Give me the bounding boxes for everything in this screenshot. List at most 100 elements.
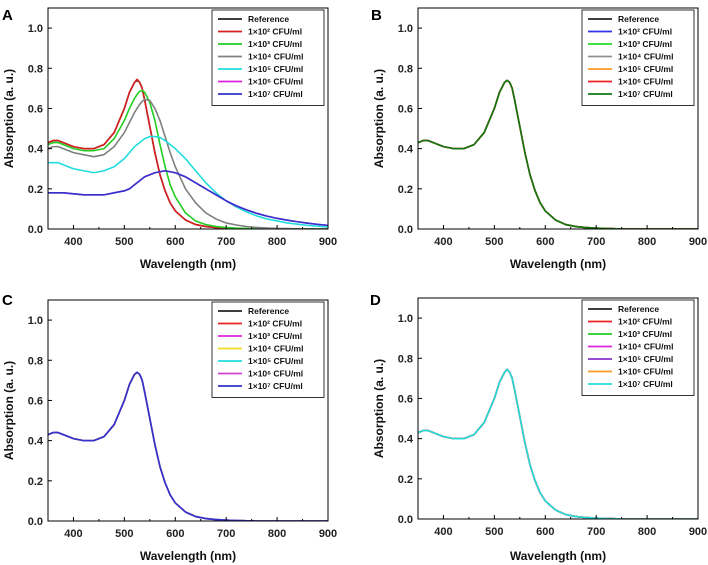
series-line-6	[418, 368, 698, 519]
panel-letter: A	[2, 7, 13, 24]
legend-entry: 1×10⁷ CFU/ml	[248, 381, 303, 391]
legend-entry: 1×10² CFU/ml	[248, 319, 302, 329]
plot-frame	[47, 299, 329, 522]
x-tick-label: 800	[638, 236, 656, 248]
series-group	[418, 368, 698, 519]
legend-entry: 1×10² CFU/ml	[618, 317, 672, 327]
x-tick-label: 600	[536, 236, 554, 248]
legend-entry: 1×10⁶ CFU/ml	[248, 77, 303, 87]
x-tick-label: 700	[587, 526, 605, 538]
legend-box	[211, 9, 325, 106]
y-tick-label: 0.0	[398, 514, 413, 526]
legend-entry: 1×10⁵ CFU/ml	[248, 64, 303, 74]
legend-entry: 1×10⁴ CFU/ml	[618, 52, 673, 62]
legend-entry: 1×10⁷ CFU/ml	[618, 379, 673, 389]
legend-box	[581, 299, 695, 396]
legend: Reference 1×10² CFU/ml 1×10³ CFU/ml 1×10⁴ C…	[581, 9, 695, 106]
x-tick-label: 700	[217, 236, 235, 248]
panel-letter: D	[370, 292, 381, 309]
legend-entry: 1×10² CFU/ml	[618, 27, 672, 37]
y-tick-label: 0.0	[28, 516, 43, 528]
x-tick-label: 900	[319, 528, 337, 540]
x-tick-label: 400	[64, 528, 82, 540]
x-axis-title: Wavelength (nm)	[510, 257, 606, 271]
legend-box	[211, 301, 325, 398]
legend-entry: Reference	[248, 14, 289, 24]
x-tick-label: 900	[689, 236, 707, 248]
legend-entry: 1×10⁴ CFU/ml	[248, 52, 303, 62]
y-tick-label: 0.0	[28, 224, 43, 236]
plot-frame	[417, 7, 699, 230]
legend-entry: Reference	[618, 14, 659, 24]
y-tick-label: 0.0	[398, 224, 413, 236]
y-tick-label: 0.4	[398, 144, 414, 156]
legend: Reference 1×10² CFU/ml 1×10³ CFU/ml 1×10⁴ C…	[211, 9, 325, 106]
panel-d: D 400 500 600 700 800 900 0.0 0.2 0.4 0.6 0.8 1.0 Wav…	[370, 292, 707, 563]
series-line-6	[418, 79, 698, 229]
y-axis-title: Absorption (a. u.)	[372, 69, 386, 168]
plot-frame	[417, 297, 699, 520]
x-tick-label: 700	[217, 528, 235, 540]
y-axis-title: Absorption (a. u.)	[372, 359, 386, 458]
x-tick-label: 700	[587, 236, 605, 248]
y-tick-label: 0.2	[28, 184, 43, 196]
legend-entry: 1×10⁶ CFU/ml	[248, 369, 303, 379]
panel-letter: C	[2, 292, 13, 309]
x-tick-label: 400	[434, 526, 452, 538]
x-tick-label: 400	[64, 236, 82, 248]
x-tick-label: 900	[689, 526, 707, 538]
y-tick-label: 1.0	[398, 313, 413, 325]
y-tick-label: 0.2	[398, 184, 413, 196]
x-axis-title: Wavelength (nm)	[140, 549, 236, 563]
legend-entry: 1×10⁵ CFU/ml	[618, 354, 673, 364]
y-tick-label: 0.4	[398, 434, 414, 446]
y-tick-label: 0.8	[28, 355, 43, 367]
y-tick-label: 0.4	[28, 436, 44, 448]
y-tick-label: 0.8	[398, 353, 413, 365]
legend-entry: 1×10³ CFU/ml	[248, 39, 302, 49]
x-axis-title: Wavelength (nm)	[510, 549, 606, 563]
legend-entry: 1×10⁷ CFU/ml	[618, 89, 673, 99]
legend-entry: Reference	[248, 306, 289, 316]
legend-entry: 1×10⁴ CFU/ml	[618, 342, 673, 352]
x-axis-title: Wavelength (nm)	[140, 257, 236, 271]
y-tick-label: 0.2	[28, 476, 43, 488]
panel-letter: B	[371, 7, 382, 24]
x-tick-label: 400	[434, 236, 452, 248]
series-line-6	[48, 371, 328, 521]
series-group	[48, 371, 328, 521]
series-line-1	[48, 78, 328, 229]
legend-entry: 1×10⁴ CFU/ml	[248, 344, 303, 354]
x-tick-label: 600	[166, 236, 184, 248]
series-line-4	[48, 135, 328, 228]
legend-entry: Reference	[618, 304, 659, 314]
x-tick-label: 500	[115, 528, 133, 540]
legend-entry: 1×10² CFU/ml	[248, 27, 302, 37]
plot-frame	[47, 7, 329, 230]
y-tick-label: 0.2	[398, 474, 413, 486]
legend-entry: 1×10⁶ CFU/ml	[618, 77, 673, 87]
legend-entry: 1×10³ CFU/ml	[618, 329, 672, 339]
panel-a: A 400 500 600 700 800 900 0.0 0.2 0.4 0.6 0.8 1.0 Wav…	[2, 7, 337, 271]
x-tick-label: 600	[536, 526, 554, 538]
legend: Reference 1×10² CFU/ml 1×10³ CFU/ml 1×10⁴ C…	[211, 301, 325, 398]
legend-box	[581, 9, 695, 106]
y-tick-label: 0.8	[28, 63, 43, 75]
x-tick-label: 500	[485, 526, 503, 538]
x-tick-label: 800	[268, 236, 286, 248]
y-tick-label: 0.6	[398, 393, 413, 405]
y-tick-label: 0.6	[28, 395, 43, 407]
x-tick-label: 500	[485, 236, 503, 248]
series-line-6	[48, 169, 328, 227]
series-line-3	[48, 98, 328, 229]
x-tick-label: 800	[268, 528, 286, 540]
legend: Reference 1×10² CFU/ml 1×10³ CFU/ml 1×10⁴ C…	[581, 299, 695, 396]
series-group	[48, 78, 328, 229]
y-tick-label: 0.8	[398, 63, 413, 75]
x-tick-label: 800	[638, 526, 656, 538]
y-tick-label: 1.0	[28, 315, 43, 327]
y-tick-label: 0.6	[28, 103, 43, 115]
series-line-2	[48, 89, 328, 229]
y-tick-label: 0.6	[398, 103, 413, 115]
legend-entry: 1×10⁵ CFU/ml	[248, 356, 303, 366]
